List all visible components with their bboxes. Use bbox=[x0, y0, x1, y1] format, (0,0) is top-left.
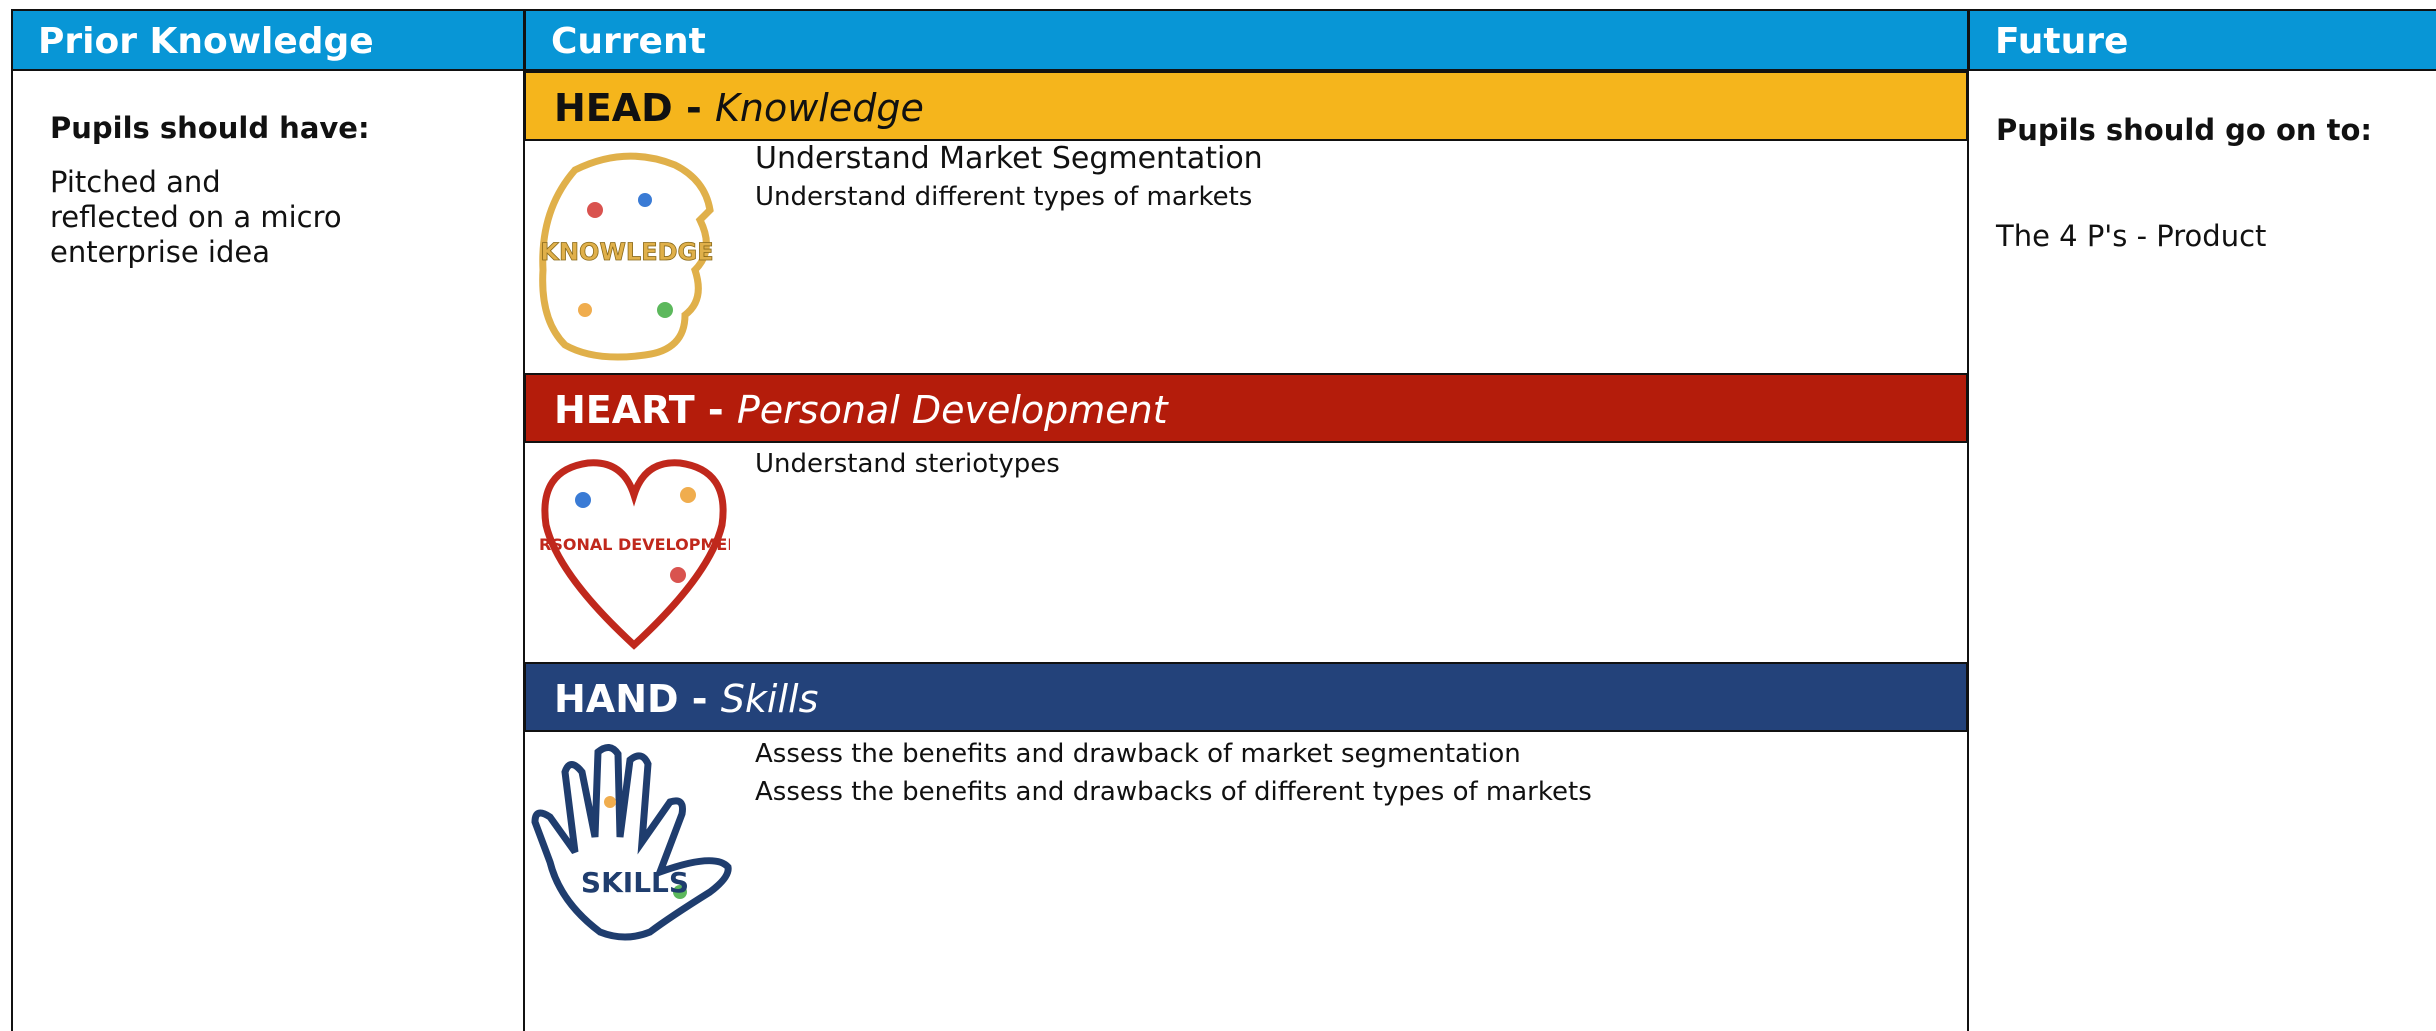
head-band: HEAD - Knowledge bbox=[524, 71, 1968, 141]
knowledge-icon: KNOWLEDGE bbox=[539, 152, 714, 361]
item: Assess the benefits and drawbacks of dif… bbox=[755, 777, 1592, 807]
prior-header: Prior Knowledge bbox=[11, 9, 525, 71]
prior-text: Pitched and reflected on a micro enterpr… bbox=[50, 165, 342, 270]
heart-items: Understand steriotypes bbox=[755, 445, 1060, 483]
prior-line: reflected on a micro bbox=[50, 200, 342, 234]
future-subtitle: Pupils should go on to: bbox=[1996, 113, 2372, 147]
section-label: HAND - bbox=[554, 677, 721, 721]
icon-label: KNOWLEDGE bbox=[540, 238, 713, 266]
section-theme: Skills bbox=[720, 677, 819, 721]
item: Understand Market Segmentation bbox=[755, 141, 1263, 176]
future-column: Pupils should go on to: The 4 P's - Prod… bbox=[1967, 71, 2436, 1031]
hand-items: Assess the benefits and drawback of mark… bbox=[755, 735, 1592, 811]
future-line: The 4 P's - Product bbox=[1996, 219, 2267, 253]
prior-subtitle: Pupils should have: bbox=[50, 111, 370, 145]
icon-label: SKILLS bbox=[581, 866, 689, 899]
heart-band: HEART - Personal Development bbox=[524, 373, 1968, 443]
section-label: HEAD - bbox=[554, 86, 715, 130]
head-items: Understand Market Segmentation Understan… bbox=[755, 140, 1263, 216]
current-header: Current bbox=[524, 9, 1969, 71]
prior-line: enterprise idea bbox=[50, 235, 270, 269]
future-header: Future bbox=[1968, 9, 2436, 71]
section-theme: Personal Development bbox=[736, 388, 1168, 432]
section-label: HEART - bbox=[554, 388, 737, 432]
item: Understand different types of markets bbox=[755, 182, 1253, 212]
heart-icon: PERSONAL DEVELOPMENT bbox=[538, 459, 730, 650]
item: Assess the benefits and drawback of mark… bbox=[755, 739, 1521, 769]
section-theme: Knowledge bbox=[714, 86, 924, 130]
icon-label: PERSONAL DEVELOPMENT bbox=[538, 535, 730, 554]
prior-column: Pupils should have: Pitched and reflecte… bbox=[11, 71, 525, 1031]
hand-icon: SKILLS bbox=[531, 744, 732, 941]
item: Understand steriotypes bbox=[755, 449, 1060, 479]
prior-line: Pitched and bbox=[50, 165, 221, 199]
hand-band: HAND - Skills bbox=[524, 662, 1968, 732]
